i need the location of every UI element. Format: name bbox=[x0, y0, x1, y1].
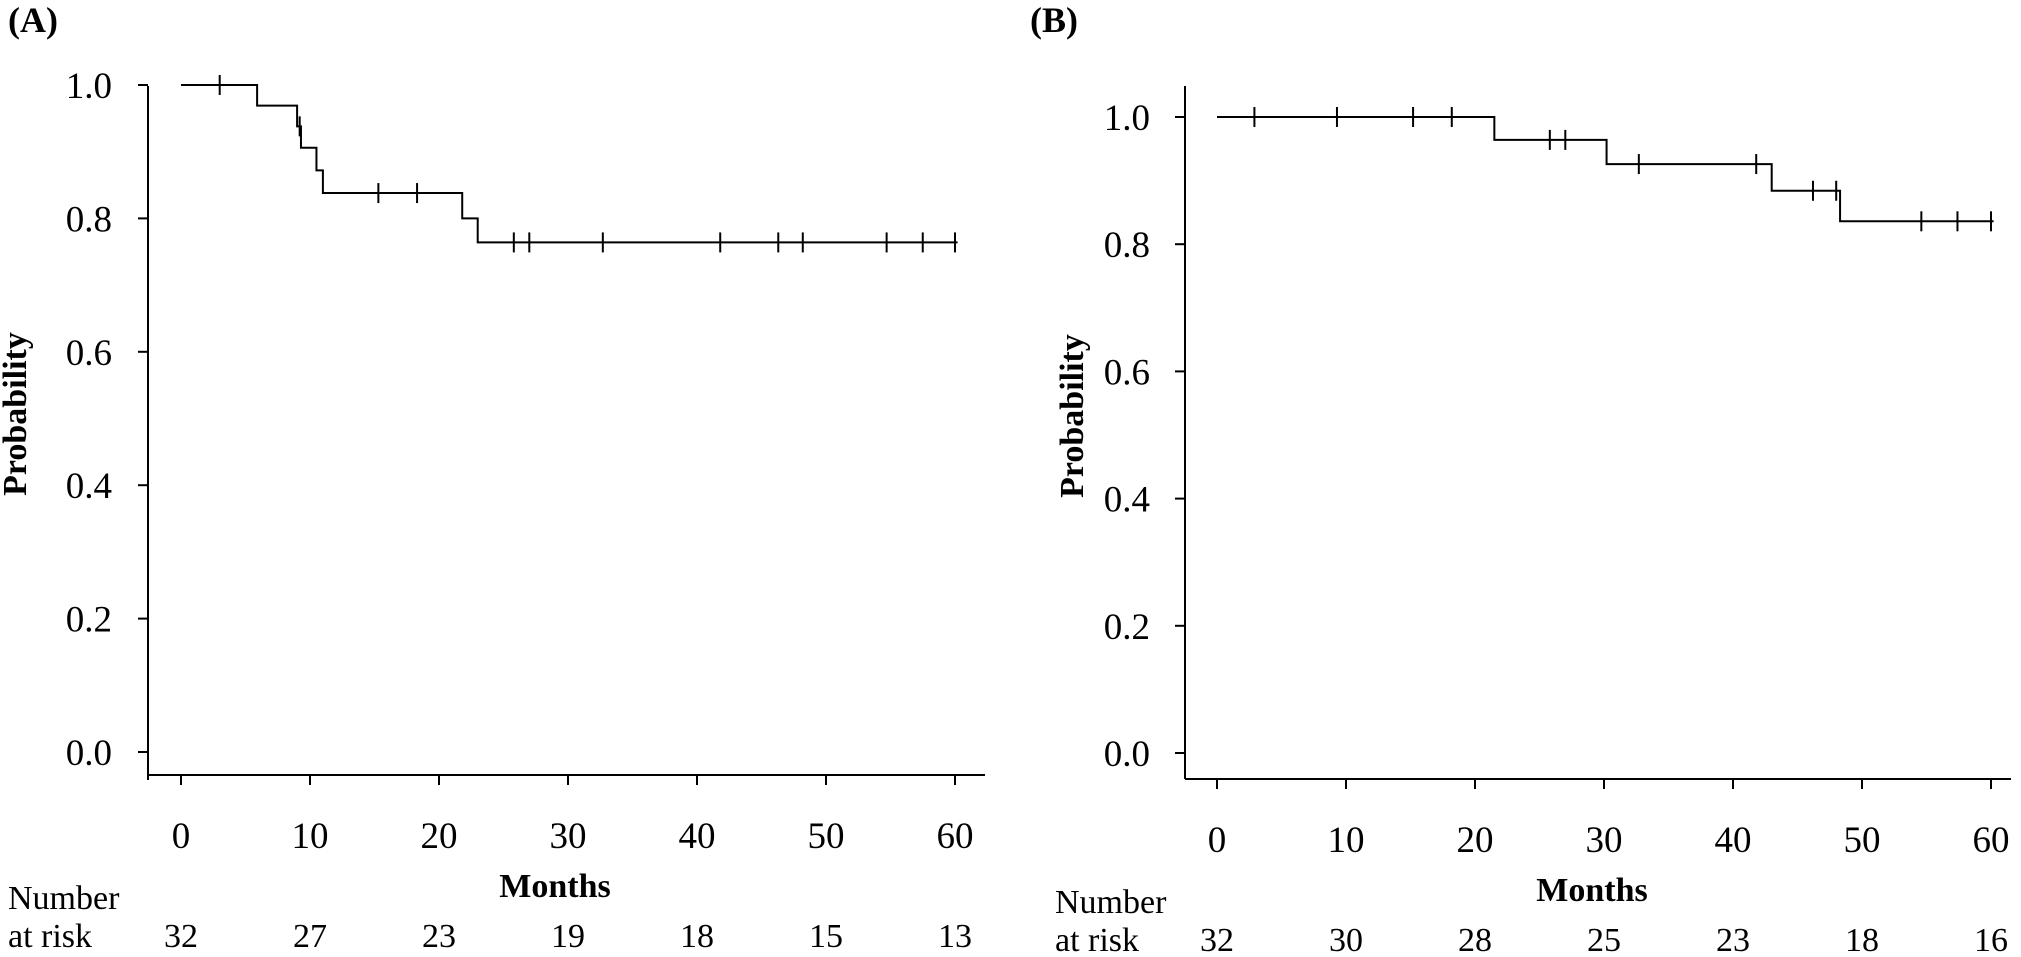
risk-table-value: 23 bbox=[1716, 922, 1750, 957]
x-tick-label: 30 bbox=[550, 816, 587, 857]
risk-table-value: 28 bbox=[1458, 922, 1492, 957]
y-axis-title: Probability bbox=[1054, 334, 1091, 498]
risk-table-value: 32 bbox=[1200, 922, 1234, 957]
risk-table-label-line2: at risk bbox=[1055, 922, 1139, 957]
y-tick-label: 1.0 bbox=[1104, 98, 1150, 139]
risk-table-value: 16 bbox=[1974, 922, 2008, 957]
risk-table-value: 32 bbox=[164, 918, 198, 955]
y-tick-label: 0.8 bbox=[66, 199, 112, 240]
y-tick-label: 0.2 bbox=[66, 600, 112, 641]
risk-table-value: 27 bbox=[293, 918, 327, 955]
y-tick-label: 0.6 bbox=[1104, 352, 1150, 393]
y-tick-label: 0.2 bbox=[1104, 607, 1150, 648]
panel-b: (B) Probability Months Number at risk 0.… bbox=[1030, 0, 2011, 957]
panel-a: (A) Probability Months Number at risk 0.… bbox=[0, 0, 985, 955]
y-tick-label: 0.4 bbox=[1104, 480, 1150, 521]
x-tick-label: 0 bbox=[172, 816, 191, 857]
y-tick-label: 0.0 bbox=[66, 733, 112, 774]
risk-table-value: 18 bbox=[680, 918, 714, 955]
x-tick-label: 50 bbox=[808, 816, 845, 857]
x-tick-label: 50 bbox=[1844, 820, 1881, 861]
risk-table-label-line2: at risk bbox=[8, 918, 92, 955]
y-axis-title: Probability bbox=[0, 332, 34, 496]
panel-label: (A) bbox=[8, 0, 58, 40]
risk-table-value: 18 bbox=[1845, 922, 1879, 957]
x-tick-label: 60 bbox=[1973, 820, 2010, 861]
y-tick-label: 0.4 bbox=[66, 466, 112, 507]
y-tick-label: 0.8 bbox=[1104, 225, 1150, 266]
x-tick-label: 30 bbox=[1586, 820, 1623, 861]
risk-table-value: 25 bbox=[1587, 922, 1621, 957]
risk-table-value: 30 bbox=[1329, 922, 1363, 957]
y-tick-label: 1.0 bbox=[66, 66, 112, 107]
y-tick-label: 0.0 bbox=[1104, 734, 1150, 775]
y-tick-label: 0.6 bbox=[66, 333, 112, 374]
x-tick-label: 40 bbox=[679, 816, 716, 857]
x-tick-label: 10 bbox=[1328, 820, 1365, 861]
survival-curve bbox=[1217, 116, 1994, 223]
risk-table-value: 19 bbox=[551, 918, 585, 955]
risk-table-value: 23 bbox=[422, 918, 456, 955]
x-tick-label: 60 bbox=[937, 816, 974, 857]
x-tick-label: 10 bbox=[292, 816, 329, 857]
risk-table-value: 15 bbox=[809, 918, 843, 955]
x-tick-label: 0 bbox=[1208, 820, 1227, 861]
x-tick-label: 20 bbox=[1457, 820, 1494, 861]
survival-curve bbox=[181, 84, 958, 244]
panel-label: (B) bbox=[1030, 0, 1078, 40]
risk-table-label-line1: Number bbox=[8, 880, 120, 917]
risk-table-label-line1: Number bbox=[1055, 884, 1167, 921]
x-axis-title: Months bbox=[499, 868, 610, 905]
x-axis-title: Months bbox=[1536, 872, 1647, 909]
x-tick-label: 40 bbox=[1715, 820, 1752, 861]
x-tick-label: 20 bbox=[421, 816, 458, 857]
risk-table-value: 13 bbox=[938, 918, 972, 955]
